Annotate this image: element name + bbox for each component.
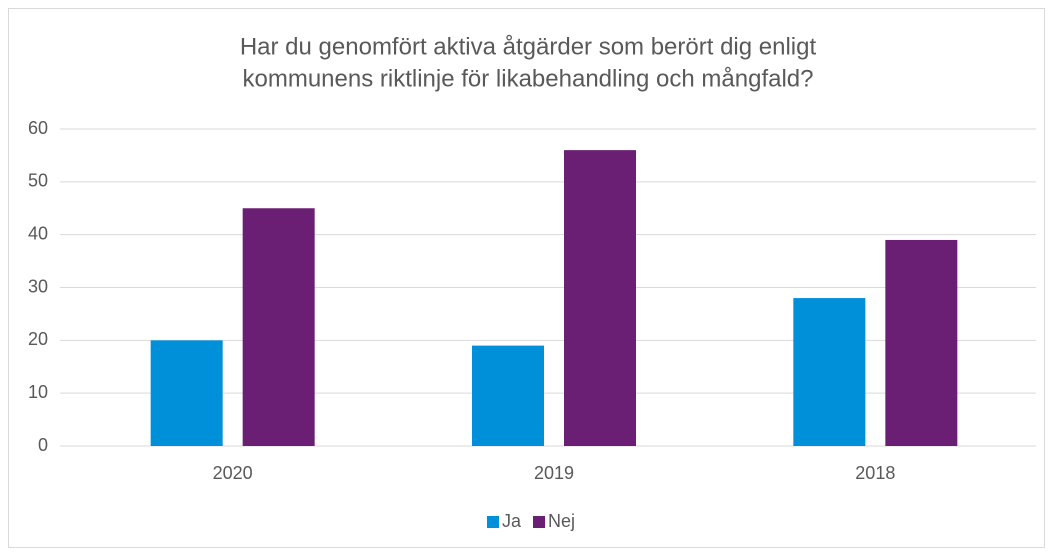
chart-title: kommunens riktlinje för likabehandling o… xyxy=(243,65,814,92)
x-tick-label: 2018 xyxy=(855,463,895,483)
y-tick-label: 30 xyxy=(28,276,48,296)
y-tick-label: 10 xyxy=(28,382,48,402)
bar xyxy=(564,150,636,446)
bar xyxy=(885,239,958,446)
y-tick-label: 20 xyxy=(28,329,48,349)
bar xyxy=(150,340,223,446)
chart-border xyxy=(8,8,1045,548)
y-tick-label: 60 xyxy=(28,118,48,138)
y-tick-label: 40 xyxy=(28,223,48,243)
y-tick-label: 50 xyxy=(28,171,48,191)
legend-swatch xyxy=(487,516,499,528)
y-tick-label: 0 xyxy=(38,435,48,455)
x-tick-label: 2020 xyxy=(213,463,253,483)
bar xyxy=(793,298,866,446)
legend-swatch xyxy=(533,516,546,528)
legend-label: Nej xyxy=(548,511,575,531)
x-tick-label: 2019 xyxy=(534,463,574,483)
legend-label: Ja xyxy=(502,511,522,531)
chart-title: Har du genomfört aktiva åtgärder som ber… xyxy=(240,33,817,60)
bar xyxy=(242,208,315,446)
bar xyxy=(472,345,544,446)
